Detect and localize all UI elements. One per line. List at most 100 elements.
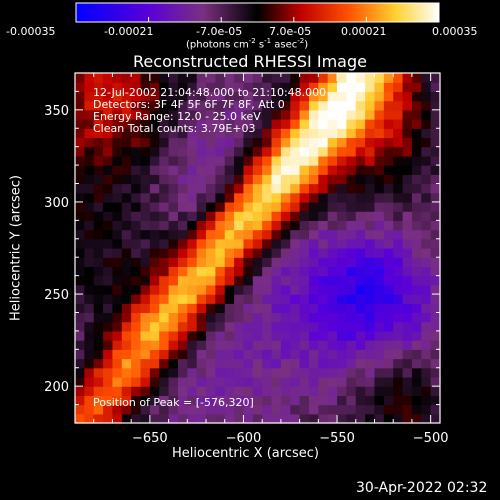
heatmap-cell [215,73,226,83]
heatmap-cell [206,229,216,240]
heatmap-cell [215,266,226,277]
heatmap-cell [159,238,170,249]
heatmap-cell [84,109,95,120]
heatmap-cell [187,220,198,231]
annotation-detectors: Detectors: 3F 4F 5F 6F 7F 8F, Att 0 [93,98,285,111]
heatmap-cell [262,137,273,148]
heatmap-cell [327,229,338,240]
heatmap-cell [149,220,160,231]
heatmap-cell [224,229,235,240]
heatmap-cell [402,174,413,185]
heatmap-cell [421,340,432,350]
heatmap-cell [149,321,160,332]
heatmap-cell [224,82,235,93]
heatmap-cell [224,376,235,387]
heatmap-cell [411,303,422,314]
heatmap-cell [327,165,338,175]
heatmap-cell [280,367,291,378]
heatmap-cell [103,312,114,323]
heatmap-cell [421,91,432,102]
heatmap-cell [196,303,207,314]
heatmap-cell [112,201,123,212]
heatmap-cell [196,275,207,286]
heatmap-cell [243,413,254,424]
heatmap-cell [318,146,329,157]
heatmap-cell [234,211,245,221]
heatmap-cell [243,386,254,396]
heatmap-cell [337,330,348,341]
heatmap-cell [187,165,198,175]
heatmap-cell [215,146,226,157]
heatmap-cell [121,367,132,378]
heatmap-cell [308,330,319,341]
heatmap-cell [140,284,151,295]
heatmap-cell [430,165,441,175]
heatmap-cell [421,137,432,148]
heatmap-cell [308,174,319,185]
heatmap-cell [149,183,160,194]
heatmap-cell [177,349,188,360]
heatmap-cell [159,349,170,360]
heatmap-cell [93,266,104,277]
heatmap-cell [93,119,104,129]
heatmap-cell [243,109,254,120]
heatmap-cell [103,137,114,148]
heatmap-cell [234,321,245,332]
heatmap-cell [149,91,160,102]
heatmap-cell [187,386,198,396]
heatmap-cell [121,266,132,277]
heatmap-cell [206,257,216,268]
heatmap-cell [84,303,95,314]
heatmap-cell [243,266,254,277]
heatmap-cell [224,146,235,157]
heatmap-cell [159,192,170,203]
heatmap-cell [280,349,291,360]
heatmap-cell [308,73,319,83]
heatmap-cell [262,82,273,93]
heatmap-cell [262,376,273,387]
heatmap-cell [355,238,366,249]
heatmap-cell [337,192,348,203]
heatmap-cell [355,109,366,120]
heatmap-cell [280,82,291,93]
heatmap-cell [234,294,245,304]
heatmap-cell [75,340,85,350]
heatmap-cell [196,211,207,221]
heatmap-cell [327,109,338,120]
heatmap-cell [383,146,394,157]
heatmap-cell [280,109,291,120]
heatmap-cell [234,395,245,406]
heatmap-cell [159,73,170,83]
x-axis-label: Heliocentric X (arcsec) [172,446,319,461]
heatmap-cell [383,404,394,415]
heatmap-cell [355,312,366,323]
heatmap-cell [421,183,432,194]
heatmap-cell [140,119,151,129]
heatmap-cell [402,82,413,93]
heatmap-cell [93,155,104,166]
heatmap-cell [177,413,188,424]
heatmap-cell [430,367,441,378]
heatmap-cell [290,257,301,268]
heatmap-cell [337,413,348,424]
heatmap-cell [290,211,301,221]
heatmap-cell [365,303,376,314]
heatmap-cell [196,192,207,203]
heatmap-cell [103,73,114,83]
heatmap-cell [299,73,310,83]
heatmap-cell [131,266,142,277]
heatmap-cell [177,294,188,304]
heatmap-cell [430,192,441,203]
heatmap-cell [393,174,404,185]
heatmap-cell [159,376,170,387]
heatmap-cell [421,211,432,221]
heatmap-cell [149,174,160,185]
heatmap-cell [290,73,301,83]
heatmap-cell [421,294,432,304]
heatmap-cell [365,229,376,240]
heatmap-cell [168,155,179,166]
heatmap-cell [84,229,95,240]
heatmap-cell [224,284,235,295]
heatmap-cell [149,82,160,93]
heatmap-cell [131,91,142,102]
